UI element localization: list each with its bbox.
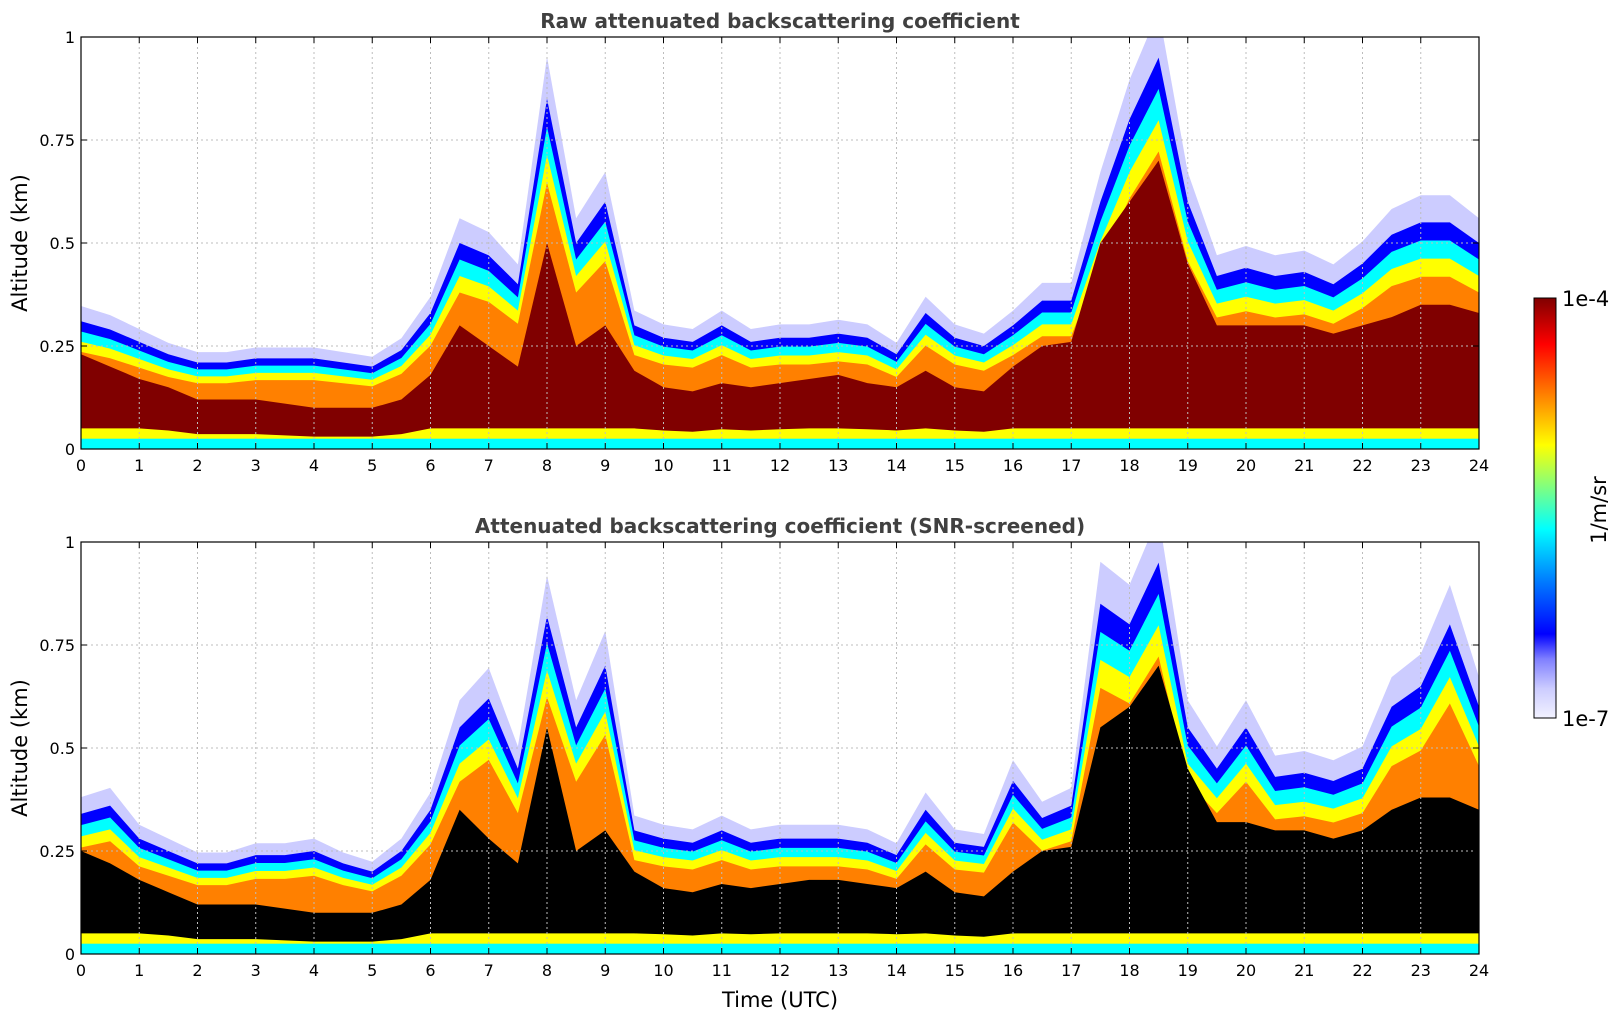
x-tick-label: 20 <box>1236 456 1256 475</box>
y-tick-label: 0 <box>65 440 75 459</box>
panel-raw-title: Raw attenuated backscattering coefficien… <box>540 9 1020 33</box>
x-tick-label: 15 <box>945 456 965 475</box>
x-tick-label: 14 <box>886 961 906 980</box>
panel-screened-x-ticks: 0 1 2 3 4 5 6 7 8 9 10 11 12 13 14 15 16 17 18 19 20 21 22 23 24 <box>76 542 1489 980</box>
x-tick-label: 21 <box>1294 961 1314 980</box>
x-tick-label: 10 <box>653 961 673 980</box>
y-tick-label: 0.75 <box>39 636 75 655</box>
x-tick-label: 4 <box>309 456 319 475</box>
x-tick-label: 7 <box>484 961 494 980</box>
x-tick-label: 6 <box>425 961 435 980</box>
x-tick-label: 13 <box>828 961 848 980</box>
panel-raw-y-label: Altitude (km) <box>8 174 32 312</box>
panel-raw-y-ticks: 0 0.25 0.5 0.75 1 <box>39 28 1479 459</box>
y-tick-label: 0.25 <box>39 842 75 861</box>
y-tick-label: 0.75 <box>39 131 75 150</box>
x-tick-label: 19 <box>1178 961 1198 980</box>
colorbar-max-label: 1e-4 <box>1562 287 1609 311</box>
x-tick-label: 21 <box>1294 456 1314 475</box>
colorbar: 1e-4 1e-7 1/m/sr <box>1533 287 1611 731</box>
y-tick-label: 0 <box>65 945 75 964</box>
x-tick-label: 22 <box>1352 961 1372 980</box>
x-tick-label: 1 <box>134 961 144 980</box>
x-tick-label: 11 <box>712 456 732 475</box>
x-tick-label: 7 <box>484 456 494 475</box>
x-tick-label: 18 <box>1119 456 1139 475</box>
panel-screened-grid <box>81 542 1479 954</box>
x-tick-label: 5 <box>367 961 377 980</box>
x-tick-label: 3 <box>251 456 261 475</box>
panel-screened-title: Attenuated backscattering coefficient (S… <box>475 514 1085 538</box>
x-tick-label: 24 <box>1469 961 1489 980</box>
x-tick-label: 15 <box>945 961 965 980</box>
x-tick-label: 8 <box>542 961 552 980</box>
x-tick-label: 9 <box>600 456 610 475</box>
x-tick-label: 1 <box>134 456 144 475</box>
x-tick-label: 17 <box>1061 456 1081 475</box>
x-axis-label: Time (UTC) <box>721 988 838 1012</box>
colorbar-unit-label: 1/m/sr <box>1587 476 1611 544</box>
y-tick-label: 0.25 <box>39 337 75 356</box>
x-tick-label: 6 <box>425 456 435 475</box>
x-tick-label: 0 <box>76 961 86 980</box>
x-tick-label: 13 <box>828 456 848 475</box>
x-tick-label: 18 <box>1119 961 1139 980</box>
colorbar-gradient <box>1533 297 1557 719</box>
x-tick-label: 2 <box>192 456 202 475</box>
x-tick-label: 14 <box>886 456 906 475</box>
panel-raw-x-ticks: 0 1 2 3 4 5 6 7 8 9 10 11 12 13 14 15 16 17 18 19 20 21 22 23 24 <box>76 37 1489 475</box>
y-tick-label: 1 <box>65 28 75 47</box>
x-tick-label: 4 <box>309 961 319 980</box>
x-tick-label: 19 <box>1178 456 1198 475</box>
panel-raw-grid <box>81 37 1479 449</box>
panel-raw: Raw attenuated backscattering coefficien… <box>8 9 1489 475</box>
panel-screened: Attenuated backscattering coefficient (S… <box>8 514 1489 1012</box>
x-tick-label: 24 <box>1469 456 1489 475</box>
x-tick-label: 2 <box>192 961 202 980</box>
x-tick-label: 23 <box>1411 456 1431 475</box>
x-tick-label: 23 <box>1411 961 1431 980</box>
x-tick-label: 8 <box>542 456 552 475</box>
x-tick-label: 20 <box>1236 961 1256 980</box>
y-tick-label: 0.5 <box>50 739 75 758</box>
x-tick-label: 17 <box>1061 961 1081 980</box>
panel-screened-y-ticks: 0 0.25 0.5 0.75 1 <box>39 533 1479 964</box>
x-tick-label: 12 <box>770 961 790 980</box>
x-tick-label: 9 <box>600 961 610 980</box>
x-tick-label: 22 <box>1352 456 1372 475</box>
x-tick-label: 11 <box>712 961 732 980</box>
x-tick-label: 10 <box>653 456 673 475</box>
panel-screened-y-label: Altitude (km) <box>8 679 32 817</box>
x-tick-label: 5 <box>367 456 377 475</box>
y-tick-label: 0.5 <box>50 234 75 253</box>
x-tick-label: 16 <box>1003 456 1023 475</box>
x-tick-label: 16 <box>1003 961 1023 980</box>
colorbar-min-label: 1e-7 <box>1562 707 1609 731</box>
y-tick-label: 1 <box>65 533 75 552</box>
x-tick-label: 0 <box>76 456 86 475</box>
x-tick-label: 3 <box>251 961 261 980</box>
x-tick-label: 12 <box>770 456 790 475</box>
